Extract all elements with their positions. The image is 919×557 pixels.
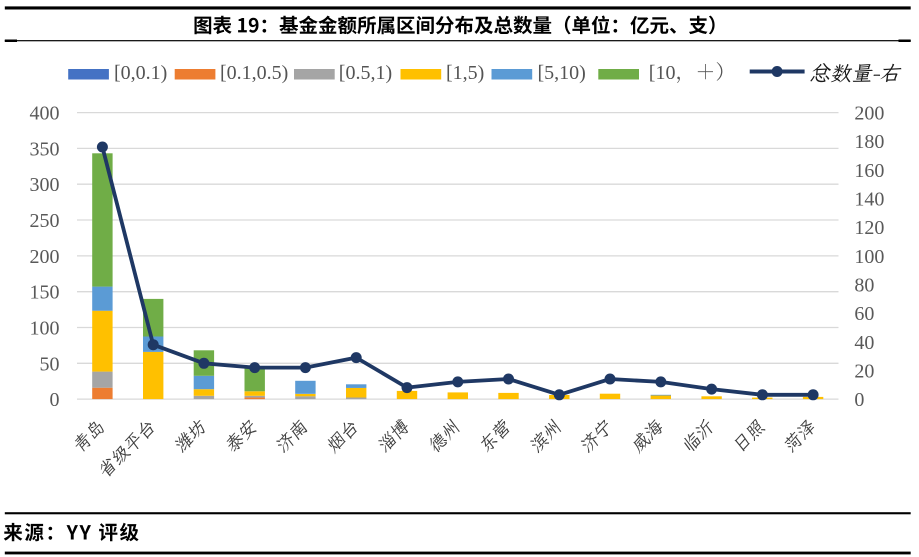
svg-text:40: 40 [854,332,874,354]
svg-text:180: 180 [854,131,884,153]
svg-text:80: 80 [854,275,874,297]
svg-text:140: 140 [854,189,884,211]
svg-text:300: 300 [30,174,60,196]
svg-text:0: 0 [50,389,60,411]
svg-text:[0,0.1): [0,0.1) [114,62,167,84]
svg-text:60: 60 [854,303,874,325]
svg-text:[10: [10 [649,62,676,84]
svg-text:350: 350 [30,138,60,160]
svg-text:200: 200 [30,246,60,268]
svg-text:200: 200 [854,103,884,125]
svg-text:120: 120 [854,217,884,239]
svg-text:20: 20 [854,361,874,383]
svg-text:100: 100 [30,318,60,340]
svg-text:[1,5): [1,5) [446,62,484,84]
svg-text:150: 150 [30,282,60,304]
svg-text:100: 100 [854,246,884,268]
svg-text:160: 160 [854,160,884,182]
svg-text:[5,10): [5,10) [538,62,586,84]
svg-text:50: 50 [40,353,60,375]
svg-text:[0.1,0.5): [0.1,0.5) [220,62,288,84]
svg-text:400: 400 [30,103,60,125]
svg-text:[0.5,1): [0.5,1) [339,62,392,84]
svg-text:0: 0 [854,389,864,411]
svg-text:250: 250 [30,210,60,232]
